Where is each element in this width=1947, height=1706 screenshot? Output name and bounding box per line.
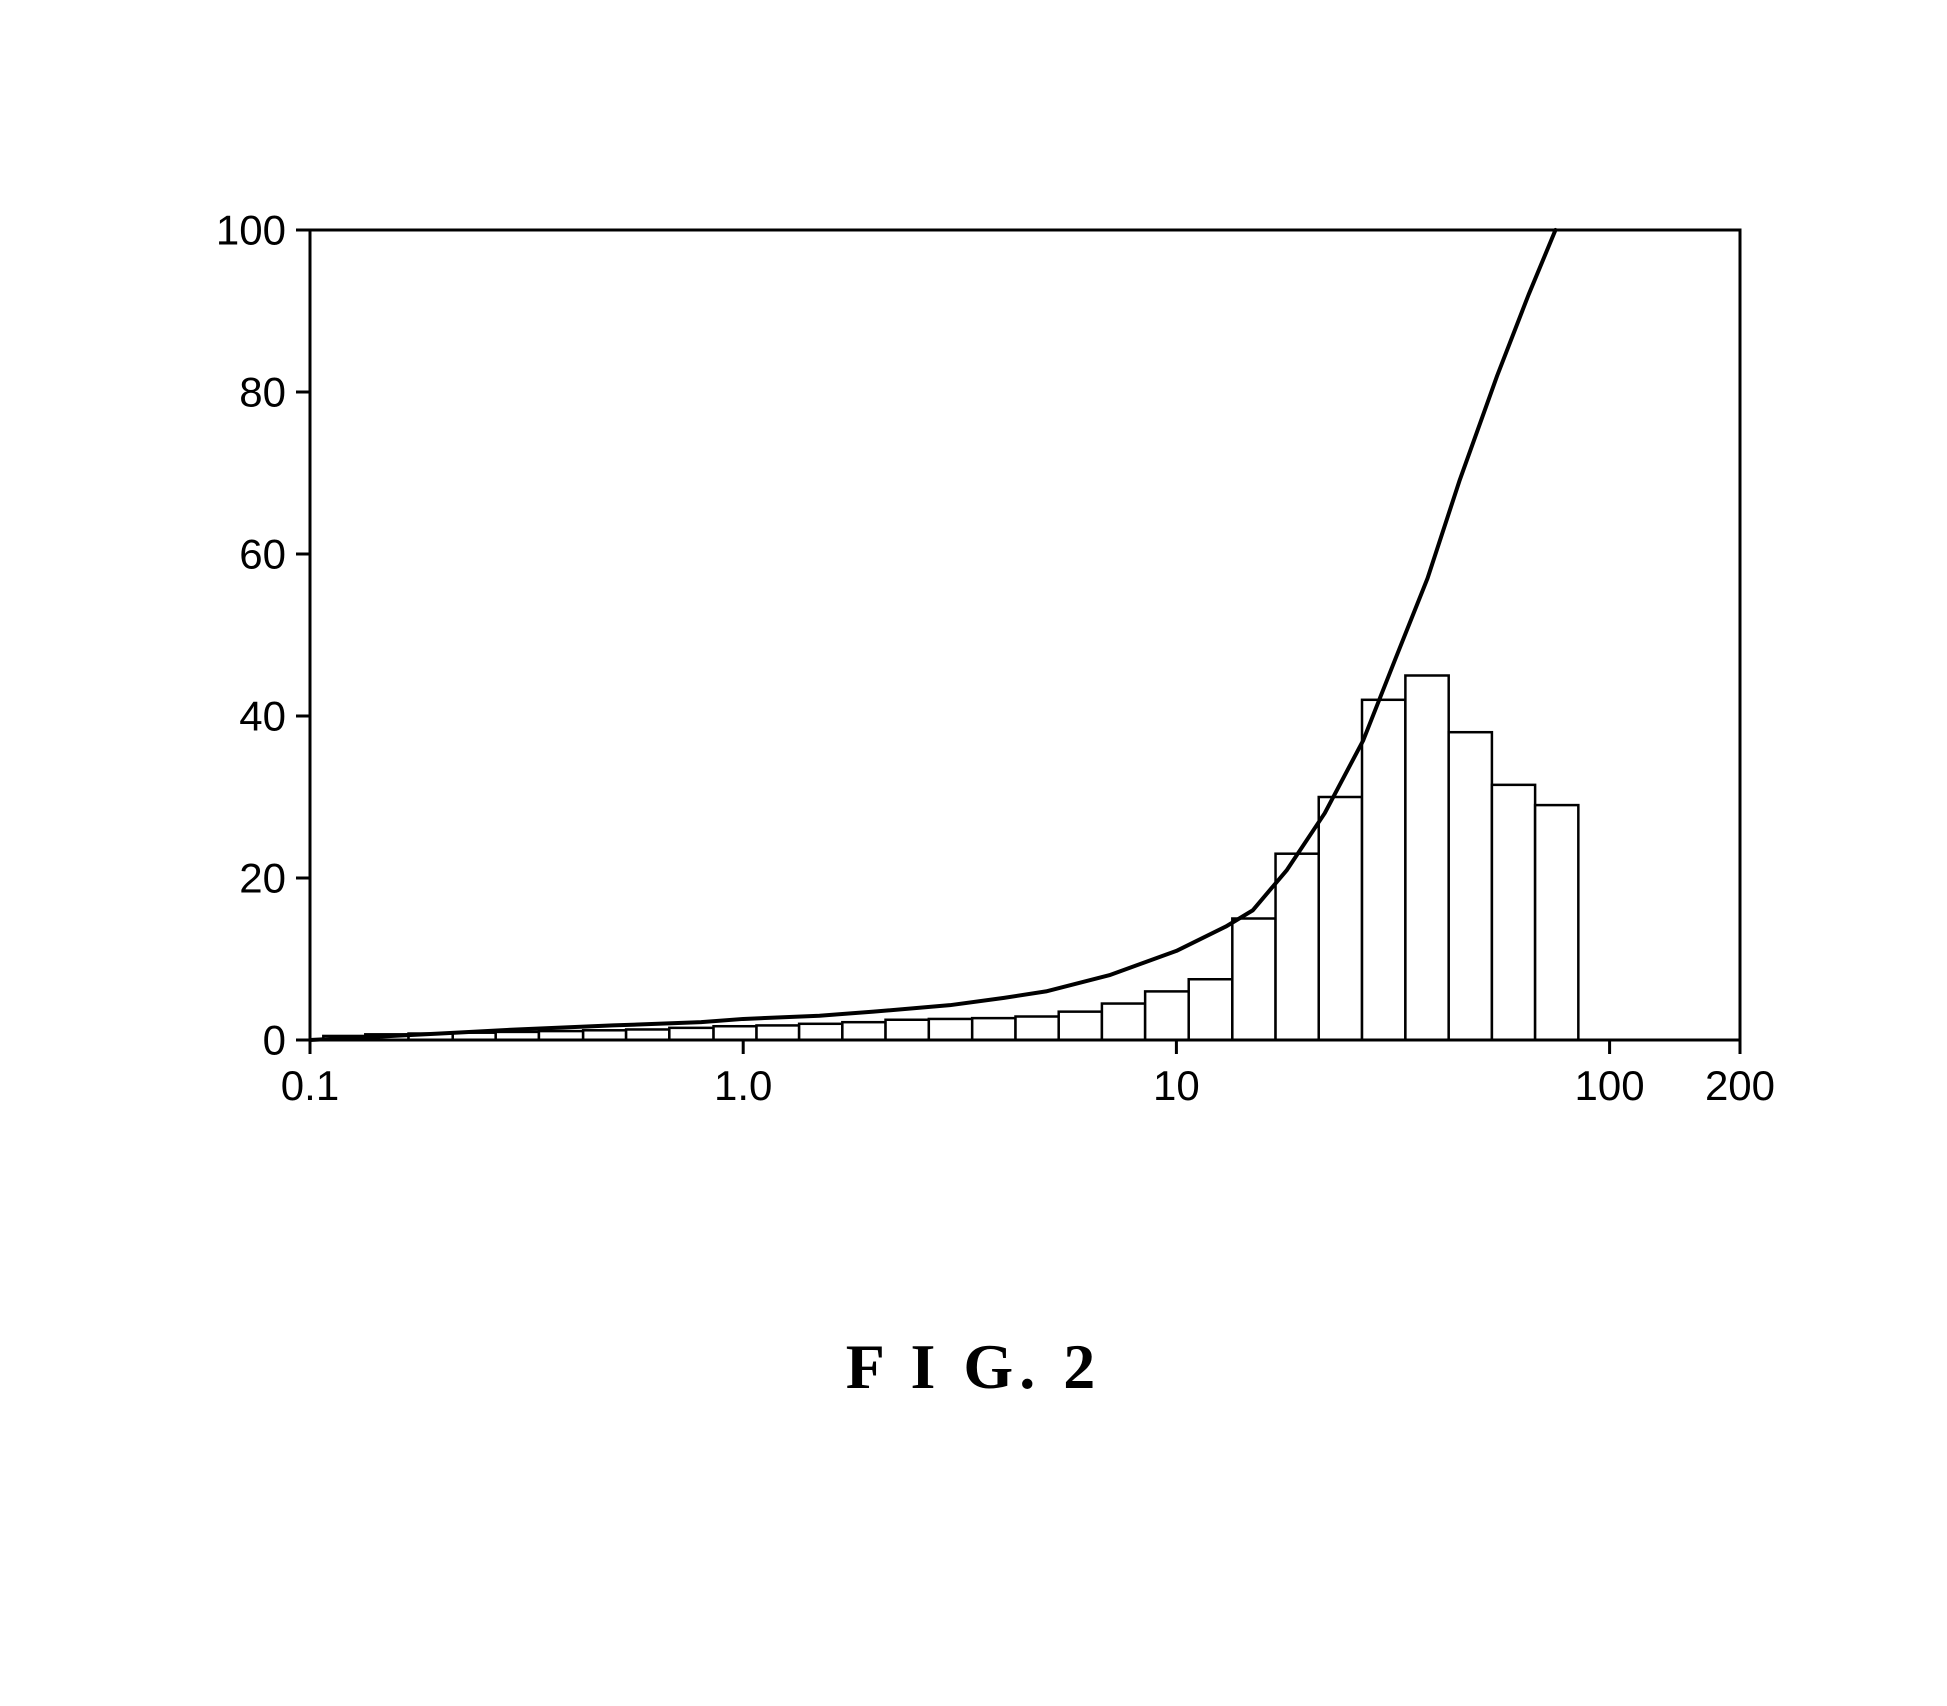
histogram-bar <box>842 1022 885 1040</box>
histogram-bar <box>886 1020 929 1040</box>
histogram-bar <box>1405 676 1448 1041</box>
x-axis-tick-label: 1.0 <box>714 1062 772 1109</box>
histogram-bar <box>1189 979 1233 1040</box>
y-axis-tick-label: 20 <box>239 855 286 902</box>
x-axis-tick-label: 100 <box>1575 1062 1645 1109</box>
histogram-bar <box>1319 797 1362 1040</box>
x-axis-tick-label: 10 <box>1153 1062 1200 1109</box>
y-axis-tick-label: 80 <box>239 369 286 416</box>
histogram-bar <box>1362 700 1405 1040</box>
histogram-bar <box>1232 919 1275 1041</box>
histogram-bar <box>626 1029 669 1040</box>
histogram-bar <box>929 1019 972 1040</box>
chart-container: 0204060801000.11.010100200(pm) <box>170 200 1780 1150</box>
histogram-bar <box>1015 1017 1058 1040</box>
figure-caption: F I G. 2 <box>0 1330 1947 1404</box>
x-axis-tick-label: 200 <box>1705 1062 1775 1109</box>
histogram-bar <box>1276 854 1319 1040</box>
histogram-bar <box>1102 1004 1145 1040</box>
histogram-bar <box>1535 805 1578 1040</box>
histogram-bar <box>669 1028 713 1040</box>
histogram-bar <box>799 1024 842 1040</box>
y-axis-tick-label: 100 <box>216 207 286 254</box>
histogram-bar <box>1145 991 1189 1040</box>
y-axis-tick-label: 0 <box>263 1017 286 1064</box>
distribution-chart: 0204060801000.11.010100200(pm) <box>170 200 1780 1150</box>
histogram-bar <box>1492 785 1535 1040</box>
y-axis-tick-label: 40 <box>239 693 286 740</box>
histogram-bar <box>1449 732 1492 1040</box>
histogram-bar <box>972 1018 1015 1040</box>
x-axis-tick-label: 0.1 <box>281 1062 339 1109</box>
histogram-bar <box>757 1025 800 1040</box>
histogram-bar <box>714 1026 757 1040</box>
histogram-bar <box>1059 1012 1102 1040</box>
y-axis-tick-label: 60 <box>239 531 286 578</box>
